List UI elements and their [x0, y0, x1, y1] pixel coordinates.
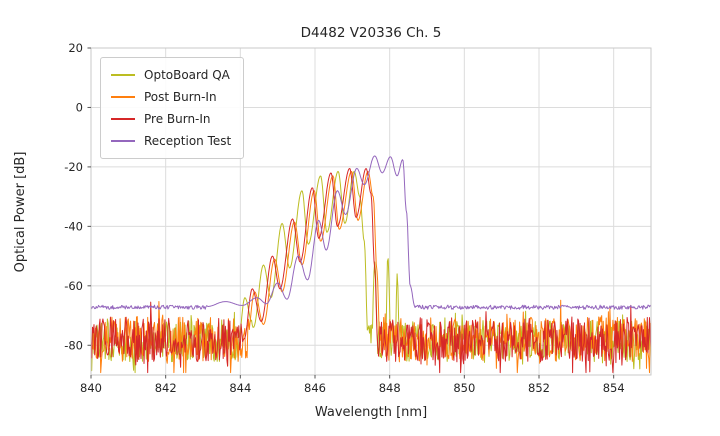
y-tick-label: -60 [64, 279, 83, 293]
x-tick-label: 848 [379, 381, 401, 395]
legend-line-swatch [111, 96, 135, 98]
series-line-pre-burn-in [90, 168, 652, 374]
x-tick-label: 850 [453, 381, 475, 395]
y-tick-label: -20 [64, 160, 83, 174]
x-axis-label: Wavelength [nm] [315, 405, 427, 420]
x-tick-label: 844 [229, 381, 251, 395]
y-tick-label: 20 [68, 41, 83, 55]
series-line-reception-test [90, 155, 652, 310]
legend-label: OptoBoard QA [144, 68, 230, 82]
legend-line-swatch [111, 74, 135, 76]
legend-label: Post Burn-In [144, 90, 217, 104]
axis-layer: 840 842 844 846 848 850 852 854 20 0 -20 -40 -60 -80 [64, 41, 652, 395]
plot-frame [90, 47, 652, 376]
legend-label: Reception Test [144, 134, 232, 148]
legend-line-swatch [111, 118, 135, 120]
y-tick-label: 0 [76, 100, 83, 114]
y-tick-label: -40 [64, 219, 83, 233]
legend-item: Pre Burn-In [111, 108, 231, 130]
legend: OptoBoard QA Post Burn-In Pre Burn-In Recep… [100, 57, 245, 159]
y-axis-label: Optical Power [dB] [13, 152, 28, 273]
x-tick-label: 854 [603, 381, 625, 395]
series-layer [90, 155, 652, 374]
legend-label: Pre Burn-In [144, 112, 211, 126]
x-tick-label: 842 [155, 381, 177, 395]
x-tick-label: 846 [304, 381, 326, 395]
chart-title: D4482 V20336 Ch. 5 [301, 25, 442, 41]
legend-item: Post Burn-In [111, 86, 231, 108]
x-tick-label: 840 [80, 381, 102, 395]
legend-item: OptoBoard QA [111, 64, 231, 86]
legend-line-swatch [111, 140, 135, 142]
y-tick-label: -80 [64, 338, 83, 352]
legend-item: Reception Test [111, 130, 231, 152]
x-tick-label: 852 [528, 381, 550, 395]
